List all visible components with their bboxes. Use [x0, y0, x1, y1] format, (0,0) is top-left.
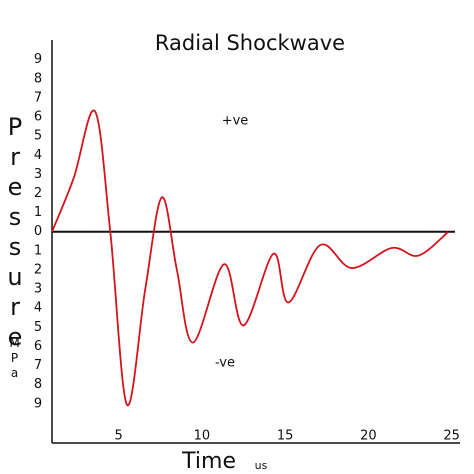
y-tick-label: 9 [34, 396, 42, 411]
x-tick-label: 15 [277, 429, 294, 444]
y-tick-label: 4 [34, 301, 42, 316]
y-tick-label: 2 [34, 262, 42, 277]
y-axis-unit: MPa [8, 336, 22, 381]
y-tick-label: 4 [34, 148, 42, 163]
y-tick-label: 9 [34, 52, 42, 67]
y-tick-label: 3 [34, 167, 42, 182]
y-tick-label: 7 [34, 90, 42, 105]
y-tick-label: 1 [34, 205, 42, 220]
x-tick-label: 25 [443, 429, 460, 444]
y-tick-label: 7 [34, 358, 42, 373]
y-axis-label: Pressure [1, 113, 29, 353]
x-tick-label: 20 [360, 429, 377, 444]
x-tick-label: 5 [114, 429, 122, 444]
annotation: -ve [215, 356, 235, 371]
x-axis-label: Time [181, 449, 236, 474]
x-axis-unit: us [255, 459, 268, 472]
y-tick-label: 8 [34, 377, 42, 392]
x-tick-label: 10 [194, 429, 211, 444]
y-tick-label: 0 [34, 224, 42, 239]
pressure-line [51, 109, 449, 407]
y-tick-label: 3 [34, 282, 42, 297]
y-tick-label: 5 [34, 320, 42, 335]
annotation: +ve [222, 114, 249, 129]
y-tick-label: 6 [34, 339, 42, 354]
y-tick-label: 8 [34, 71, 42, 86]
y-tick-label: 2 [34, 186, 42, 201]
y-tick-label: 6 [34, 110, 42, 125]
y-tick-label: 5 [34, 129, 42, 144]
y-tick-label: 1 [34, 243, 42, 258]
chart-title: Radial Shockwave [155, 31, 345, 55]
